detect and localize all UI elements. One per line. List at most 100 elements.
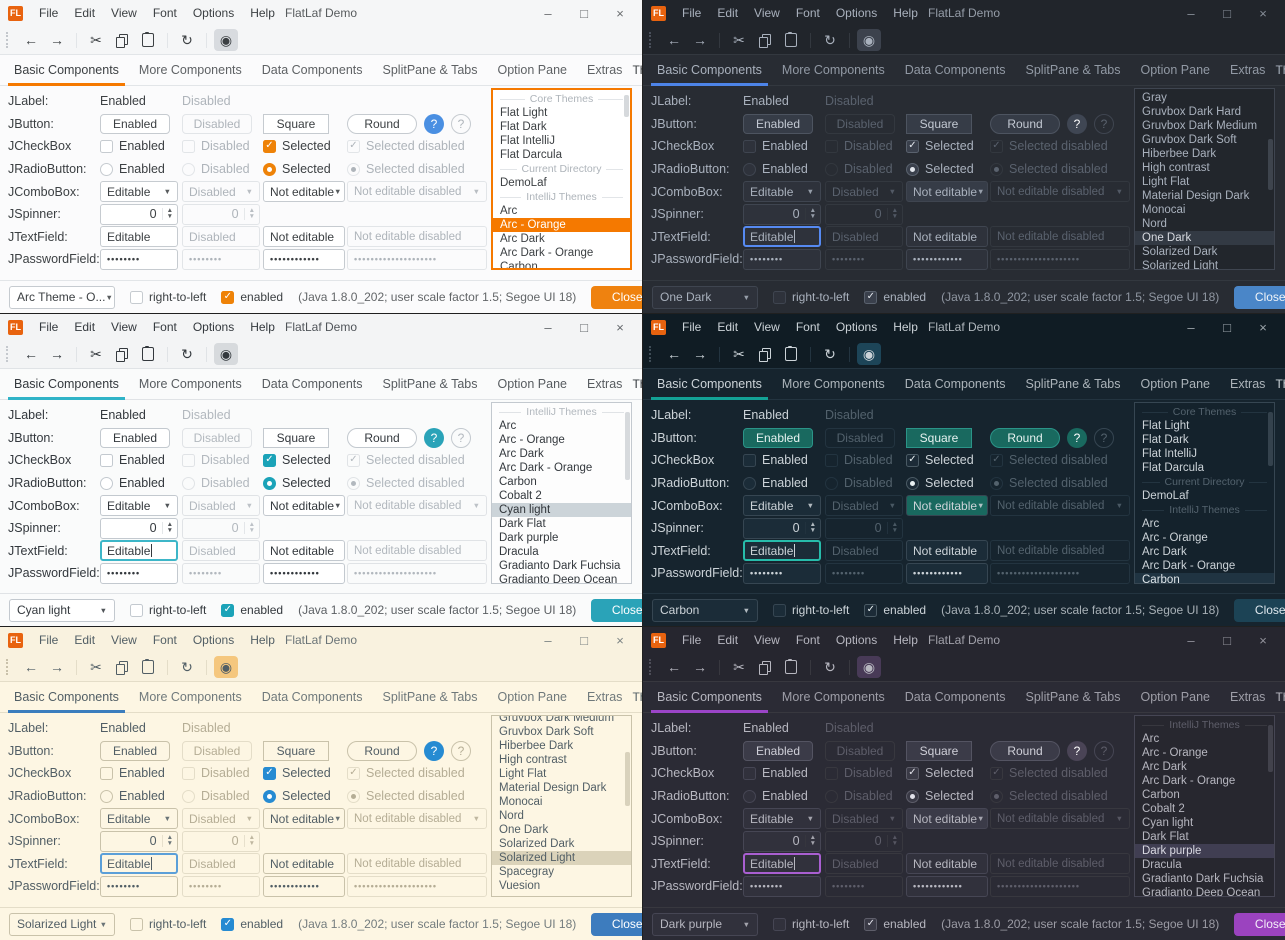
- theme-list[interactable]: Gray Gruvbox Dark Hard Gruvbox Dark Medium…: [1134, 88, 1275, 270]
- menu-file[interactable]: File: [682, 6, 702, 20]
- minimize-button[interactable]: –: [1187, 632, 1195, 648]
- close-window-button[interactable]: ×: [1259, 5, 1267, 21]
- square-button[interactable]: Square: [906, 740, 972, 761]
- password-field[interactable]: ••••••••••••: [906, 248, 988, 270]
- enabled-checkbox[interactable]: ✓ enabled: [864, 603, 926, 617]
- tab-basic-components[interactable]: Basic Components: [647, 683, 772, 713]
- text-field-not-editable-disabled[interactable]: Not editable disabled: [347, 540, 487, 562]
- disabled-button[interactable]: Disabled: [825, 427, 895, 448]
- checkbox-selected[interactable]: ✓ Selected: [263, 453, 331, 467]
- theme-item-arc-orange[interactable]: Arc - Orange: [493, 218, 630, 232]
- theme-item-dark-purple[interactable]: Dark purple: [499, 532, 559, 544]
- theme-item-carbon[interactable]: Carbon: [1142, 789, 1180, 801]
- tab-extras[interactable]: Extras: [587, 63, 623, 77]
- password-field[interactable]: ••••••••: [743, 875, 821, 897]
- theme-item-solarized-dark[interactable]: Solarized Dark: [499, 838, 575, 850]
- square-button[interactable]: Square: [263, 113, 329, 134]
- tab-option-pane[interactable]: Option Pane: [497, 377, 568, 391]
- theme-item-arc-dark-orange[interactable]: Arc Dark - Orange: [1142, 560, 1236, 572]
- theme-item-monocai[interactable]: Monocai: [499, 796, 543, 808]
- help-outline-button[interactable]: ?: [451, 740, 471, 761]
- radio-selected[interactable]: Selected: [263, 789, 331, 803]
- theme-item-gruvbox-dark-soft[interactable]: Gruvbox Dark Soft: [1142, 134, 1237, 146]
- close-window-button[interactable]: ×: [616, 632, 624, 648]
- text-field-editable[interactable]: Editable: [100, 226, 178, 248]
- radio-enabled[interactable]: Enabled: [100, 476, 165, 490]
- minimize-button[interactable]: –: [544, 5, 552, 21]
- text-field-disabled[interactable]: Disabled: [182, 226, 260, 248]
- square-button[interactable]: Square: [906, 113, 972, 134]
- combobox-editable[interactable]: Editable ▼: [743, 181, 821, 203]
- enabled-button[interactable]: Enabled: [100, 427, 170, 448]
- theme-item-monocai[interactable]: Monocai: [1142, 204, 1186, 216]
- combobox-not-editable-disabled[interactable]: Not editable disabled ▼: [347, 495, 487, 517]
- right-to-left-checkbox[interactable]: right-to-left: [130, 917, 206, 931]
- round-button[interactable]: Round: [990, 113, 1060, 134]
- theme-item-gradianto-deep-ocean[interactable]: Gradianto Deep Ocean: [499, 574, 618, 584]
- spinner[interactable]: 0 ▲ ▼: [743, 203, 821, 225]
- tab-splitpane-tabs[interactable]: SplitPane & Tabs: [382, 690, 478, 704]
- theme-item-flat-darcula[interactable]: Flat Darcula: [1142, 462, 1204, 474]
- theme-item-flat-dark[interactable]: Flat Dark: [1142, 434, 1189, 446]
- combobox-editable[interactable]: Editable ▼: [100, 181, 178, 203]
- enabled-checkbox[interactable]: ✓ enabled: [864, 917, 926, 931]
- menu-file[interactable]: File: [39, 320, 59, 334]
- radio-disabled[interactable]: Disabled: [182, 476, 250, 490]
- text-field-not-editable[interactable]: Not editable: [906, 853, 988, 875]
- spinner[interactable]: 0 ▲ ▼: [182, 203, 260, 225]
- theme-item-high-contrast[interactable]: High contrast: [1142, 162, 1210, 174]
- radio-disabled[interactable]: Disabled: [825, 162, 893, 176]
- forward-button[interactable]: →: [45, 656, 69, 678]
- maximize-button[interactable]: □: [580, 319, 588, 335]
- menu-file[interactable]: File: [39, 6, 59, 20]
- menu-options[interactable]: Options: [192, 633, 235, 647]
- theme-item-arc[interactable]: Arc: [1142, 733, 1160, 745]
- close-button[interactable]: Close: [591, 285, 642, 309]
- close-button[interactable]: Close: [591, 912, 642, 936]
- enabled-checkbox[interactable]: ✓ enabled: [221, 290, 283, 304]
- cut-button[interactable]: ✂: [727, 343, 751, 365]
- tab-data-components[interactable]: Data Components: [261, 690, 363, 704]
- text-field-not-editable-disabled[interactable]: Not editable disabled: [990, 853, 1130, 875]
- text-field-not-editable[interactable]: Not editable: [263, 540, 345, 562]
- tab-more-components[interactable]: More Components: [781, 690, 885, 704]
- checkbox-selected-disabled[interactable]: ✓ Selected disabled: [990, 453, 1108, 467]
- password-field[interactable]: ••••••••••••: [906, 562, 988, 584]
- help-outline-button[interactable]: ?: [1094, 740, 1114, 761]
- theme-item-arc-dark[interactable]: Arc Dark: [1142, 546, 1187, 558]
- minimize-button[interactable]: –: [544, 632, 552, 648]
- text-field-disabled[interactable]: Disabled: [825, 540, 903, 562]
- checkbox-disabled[interactable]: Disabled: [182, 766, 250, 780]
- tab-basic-components[interactable]: Basic Components: [647, 56, 772, 86]
- menu-help[interactable]: Help: [250, 6, 275, 20]
- scrollbar-thumb[interactable]: [1268, 139, 1273, 190]
- combobox-editable[interactable]: Editable ▼: [100, 808, 178, 830]
- theme-item-cobalt-2[interactable]: Cobalt 2: [499, 490, 542, 502]
- help-button[interactable]: ?: [1067, 740, 1087, 761]
- paste-button[interactable]: [136, 656, 160, 678]
- forward-button[interactable]: →: [45, 343, 69, 365]
- tab-splitpane-tabs[interactable]: SplitPane & Tabs: [382, 63, 478, 77]
- combobox-disabled[interactable]: Disabled ▼: [182, 181, 260, 203]
- theme-item-solarized-light[interactable]: Solarized Light: [492, 851, 631, 865]
- tab-splitpane-tabs[interactable]: SplitPane & Tabs: [1025, 63, 1121, 77]
- checkbox-enabled[interactable]: Enabled: [743, 139, 808, 153]
- copy-button[interactable]: [753, 29, 777, 51]
- theme-item-light-flat[interactable]: Light Flat: [499, 768, 547, 780]
- minimize-button[interactable]: –: [544, 319, 552, 335]
- menu-options[interactable]: Options: [192, 320, 235, 334]
- checkbox-selected-disabled[interactable]: ✓ Selected disabled: [347, 453, 465, 467]
- theme-combobox[interactable]: Arc Theme - O... ▼: [9, 285, 115, 309]
- password-field[interactable]: ••••••••: [100, 248, 178, 270]
- help-button[interactable]: ?: [424, 113, 444, 134]
- menu-options[interactable]: Options: [192, 6, 235, 20]
- spinner[interactable]: 0 ▲ ▼: [825, 203, 903, 225]
- text-field-not-editable-disabled[interactable]: Not editable disabled: [347, 853, 487, 875]
- menu-help[interactable]: Help: [250, 633, 275, 647]
- tab-splitpane-tabs[interactable]: SplitPane & Tabs: [382, 377, 478, 391]
- round-button[interactable]: Round: [990, 740, 1060, 761]
- scrollbar-thumb[interactable]: [1268, 412, 1273, 466]
- combobox-not-editable-disabled[interactable]: Not editable disabled ▼: [990, 808, 1130, 830]
- combobox-not-editable[interactable]: Not editable ▼: [906, 495, 988, 517]
- tab-extras[interactable]: Extras: [1230, 377, 1266, 391]
